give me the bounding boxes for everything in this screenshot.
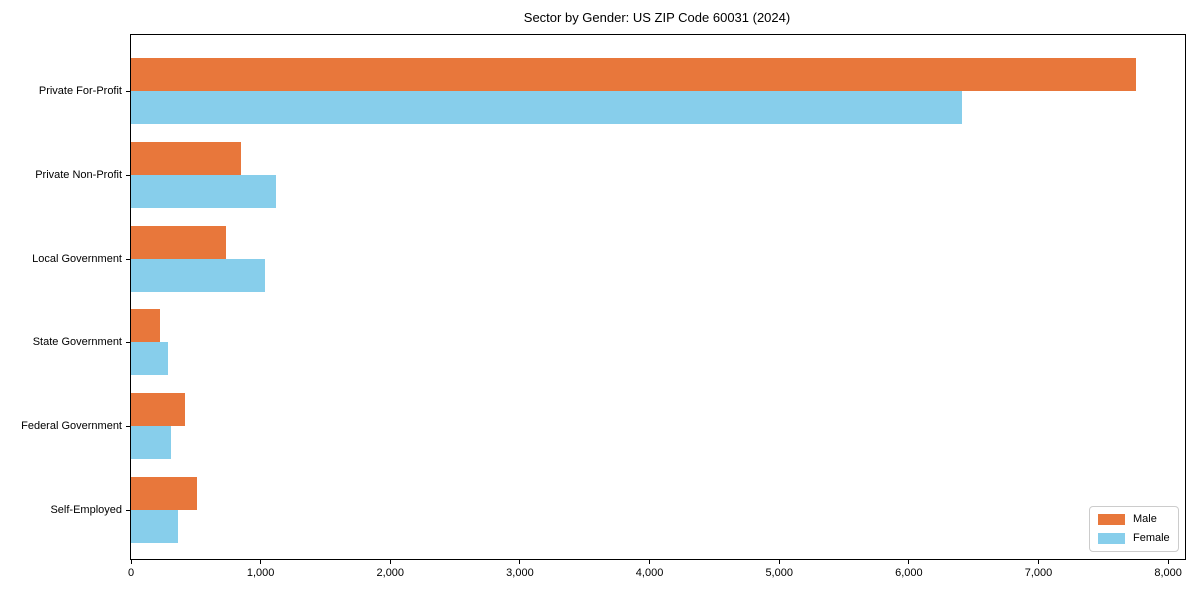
y-tick-self-employed bbox=[126, 510, 131, 511]
male-color-swatch bbox=[1098, 514, 1125, 525]
y-tick-private-for-profit bbox=[126, 91, 131, 92]
x-tick-label-5000: 5,000 bbox=[765, 567, 793, 579]
bar-female-local-government bbox=[131, 258, 265, 292]
y-tick-label-self-employed: Self-Employed bbox=[50, 504, 122, 516]
x-tick-8000 bbox=[1167, 559, 1169, 564]
bar-female-private-for-profit bbox=[131, 91, 962, 124]
y-tick-label-state-government: State Government bbox=[32, 336, 122, 349]
plot-area: Private For-Profit Private Non-Profit Loca… bbox=[21, 34, 1186, 579]
y-tick-federal-government bbox=[126, 426, 131, 428]
x-tick-1000 bbox=[260, 559, 262, 564]
x-tick-label-6000: 6,000 bbox=[895, 567, 923, 579]
y-tick-label-private-non-profit: Private Non-Profit bbox=[35, 168, 122, 181]
x-tick-label-4000: 4,000 bbox=[635, 567, 664, 579]
y-tick-label-private-for-profit: Private For-Profit bbox=[38, 85, 122, 97]
bar-male-private-non-profit bbox=[131, 141, 242, 175]
bar-male-state-government bbox=[131, 309, 161, 343]
bar-male-federal-government bbox=[131, 393, 186, 427]
x-tick-label-2000: 2,000 bbox=[376, 567, 405, 579]
y-tick-label-federal-government: Federal Government bbox=[21, 420, 122, 433]
legend-label-female: Female bbox=[1133, 532, 1170, 544]
legend-entry-male: Male bbox=[1098, 513, 1170, 526]
bar-female-private-non-profit bbox=[131, 174, 277, 208]
legend-label-male: Male bbox=[1133, 513, 1157, 525]
bar-female-state-government bbox=[131, 342, 168, 376]
x-tick-7000 bbox=[1038, 559, 1039, 564]
y-tick-state-government bbox=[126, 342, 131, 344]
x-tick-0 bbox=[130, 559, 132, 564]
x-tick-5000 bbox=[778, 559, 780, 564]
x-tick-3000 bbox=[519, 559, 521, 564]
bar-male-self-employed bbox=[131, 477, 198, 510]
x-tick-label-3000: 3,000 bbox=[506, 567, 534, 579]
legend-entry-female: Female bbox=[1098, 532, 1170, 545]
legend: Male Female bbox=[1089, 506, 1179, 552]
chart-title: Sector by Gender: US ZIP Code 60031 (202… bbox=[523, 10, 791, 25]
y-tick-local-government bbox=[126, 258, 131, 260]
x-tick-label-8000: 8,000 bbox=[1154, 567, 1182, 579]
x-tick-label-7000: 7,000 bbox=[1024, 567, 1053, 579]
female-color-swatch bbox=[1098, 533, 1125, 544]
x-tick-2000 bbox=[389, 559, 391, 564]
y-tick-label-local-government: Local Government bbox=[32, 252, 122, 265]
bar-female-federal-government bbox=[131, 426, 172, 460]
x-tick-6000 bbox=[908, 559, 910, 564]
bar-male-local-government bbox=[131, 225, 226, 259]
y-tick-private-non-profit bbox=[126, 174, 131, 176]
x-tick-4000 bbox=[649, 559, 651, 564]
bar-female-self-employed bbox=[131, 510, 178, 543]
x-tick-label-0: 0 bbox=[127, 567, 135, 579]
bar-male-private-for-profit bbox=[131, 58, 1136, 91]
x-tick-label-1000: 1,000 bbox=[246, 567, 275, 579]
